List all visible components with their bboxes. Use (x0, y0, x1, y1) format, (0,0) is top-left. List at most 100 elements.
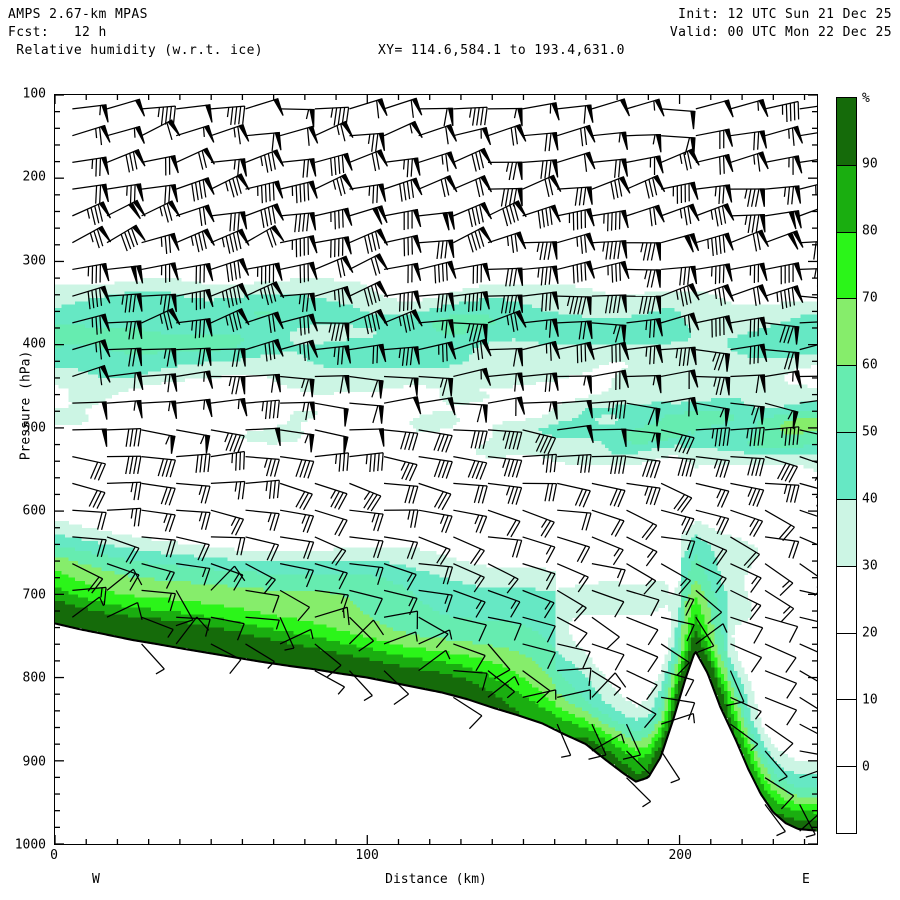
wind-barb (279, 313, 319, 336)
wind-barb (314, 322, 350, 342)
wind-barb (556, 124, 596, 147)
wind-barb (383, 536, 419, 560)
wind-barb (591, 98, 630, 117)
wind-barb (695, 153, 734, 175)
wind-barb (557, 643, 591, 669)
y-axis-tick-labels: 100 200 300 400 500 600 700 800 900 1000 (0, 88, 46, 852)
wind-barb (453, 402, 488, 423)
wind-barb (175, 177, 215, 202)
wind-barb (418, 260, 457, 284)
wind-barb (695, 232, 734, 257)
wind-barb (418, 536, 451, 565)
wind-barb (522, 174, 562, 197)
wind-barb (418, 107, 454, 127)
wind-barb (279, 180, 318, 204)
wind-barb (764, 777, 795, 810)
wind-barb (71, 596, 105, 618)
wind-barb (626, 344, 664, 365)
wind-barb (106, 183, 144, 204)
colorbar-tick-label: 80 (862, 223, 878, 239)
wind-barb (557, 320, 593, 340)
wind-barb (626, 374, 662, 394)
wind-barb (730, 130, 768, 151)
wind-barb (418, 509, 453, 534)
wind-barb (730, 229, 770, 252)
wind-barb (279, 628, 314, 645)
wind-barb (661, 396, 699, 417)
y-axis-tick-label: 1000 (14, 837, 46, 853)
wind-barb (314, 536, 347, 566)
wind-barb (453, 226, 493, 253)
wind-barb (418, 211, 455, 231)
wind-barb (72, 428, 108, 447)
wind-barb (556, 723, 572, 758)
wind-barb (210, 282, 250, 308)
wind-barb (522, 159, 559, 179)
wind-barb (764, 509, 795, 542)
wind-barb (349, 482, 382, 512)
wind-barb (730, 151, 769, 172)
wind-barb (418, 319, 455, 339)
wind-barb (245, 131, 282, 152)
wind-barb (349, 149, 389, 172)
y-axis-tick-label: 200 (22, 169, 46, 185)
wind-barb (383, 670, 410, 705)
wind-barb (591, 670, 622, 696)
wind-barb (591, 455, 627, 475)
wind-barb (591, 733, 625, 752)
wind-barb (487, 231, 527, 253)
wind-barb (349, 343, 387, 364)
wind-barb (210, 211, 248, 232)
wind-barb (106, 148, 146, 173)
wind-barb (141, 200, 181, 223)
colorbar-unit-label: % (862, 91, 870, 106)
wind-barb (245, 509, 280, 532)
wind-barb (418, 649, 451, 672)
wind-barb (141, 482, 176, 506)
y-axis-tick-label: 600 (22, 503, 46, 519)
wind-barb (487, 675, 520, 698)
wind-barb (556, 151, 596, 172)
wind-barb (626, 777, 652, 808)
wind-barb (556, 536, 591, 564)
wind-barb (730, 589, 762, 621)
wind-barb (418, 397, 456, 416)
wind-barb (176, 318, 213, 339)
wind-barb (141, 262, 179, 283)
wind-barb (106, 98, 146, 117)
wind-barb (383, 610, 419, 630)
wind-barb (106, 199, 146, 220)
wind-barb (210, 397, 248, 417)
wind-barb (730, 536, 761, 569)
wind-barb (418, 589, 453, 613)
wind-barb (279, 563, 314, 588)
wind-barb (764, 696, 798, 726)
wind-barb (522, 482, 558, 502)
wind-barb (764, 402, 799, 430)
wind-barb (176, 370, 214, 389)
terrain-fill (55, 623, 817, 844)
wind-barb (591, 563, 626, 587)
wind-barb (210, 450, 246, 471)
wind-barb (349, 563, 384, 585)
wind-barb (660, 670, 695, 697)
colorbar-band (837, 766, 856, 833)
wind-barb (210, 536, 246, 556)
colorbar-band (837, 98, 856, 165)
wind-barb (141, 155, 179, 176)
wind-barb (730, 723, 759, 752)
wind-barb (626, 133, 662, 153)
wind-barb (141, 293, 178, 313)
wind-barb (210, 565, 246, 591)
wind-barb (660, 482, 693, 513)
wind-barb (695, 128, 734, 149)
wind-barb (591, 643, 625, 671)
wind-barb (799, 184, 817, 195)
colorbar-band (837, 565, 856, 633)
wind-barb (764, 536, 800, 559)
wind-barb (799, 750, 817, 755)
wind-barb (522, 102, 560, 121)
wind-barb (591, 131, 629, 150)
wind-barb (453, 482, 488, 504)
wind-barb (626, 318, 663, 338)
